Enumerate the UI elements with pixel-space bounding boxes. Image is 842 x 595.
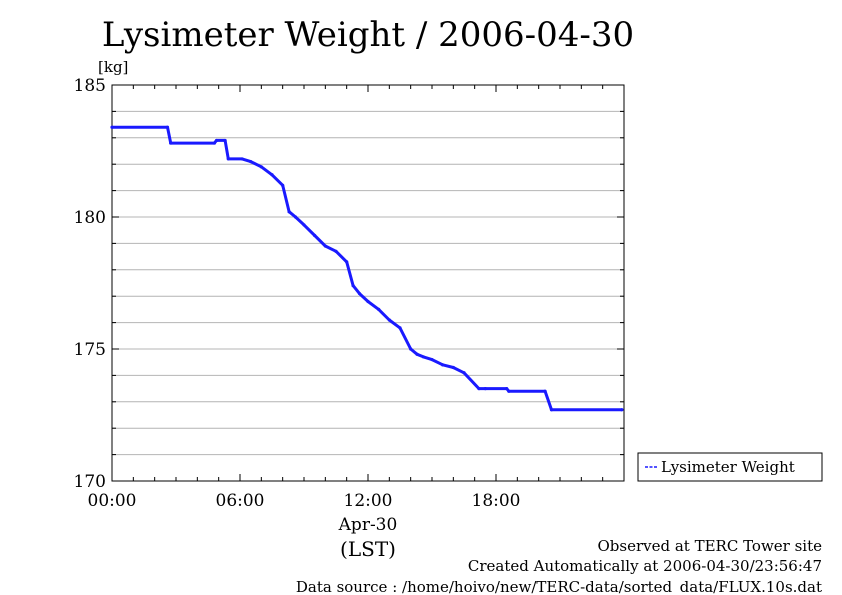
x-tick-label: 18:00 bbox=[472, 491, 521, 511]
data-point bbox=[169, 141, 173, 145]
y-tick-label: 180 bbox=[74, 208, 106, 228]
series-group bbox=[110, 125, 624, 412]
footer-created: Created Automatically at 2006-04-30/23:5… bbox=[468, 557, 822, 575]
data-point bbox=[223, 138, 227, 143]
legend: Lysimeter Weight bbox=[637, 452, 823, 482]
data-point bbox=[620, 408, 624, 412]
data-point bbox=[483, 387, 487, 391]
data-point bbox=[505, 387, 509, 391]
x-axis: 00:00 06:00 12:00 18:00 bbox=[88, 85, 625, 511]
data-point bbox=[313, 233, 317, 238]
y-axis-unit: [kg] bbox=[98, 58, 128, 76]
x-tick-label: 06:00 bbox=[216, 491, 265, 511]
data-point bbox=[212, 141, 216, 145]
y-tick-label: 185 bbox=[74, 76, 106, 96]
data-point bbox=[110, 125, 114, 129]
data-point bbox=[323, 244, 327, 248]
data-point bbox=[165, 125, 170, 129]
chart-title: Lysimeter Weight / 2006-04-30 bbox=[102, 15, 634, 55]
y-tick-label: 170 bbox=[74, 472, 106, 492]
data-point bbox=[345, 260, 349, 264]
footer-source: Data source : /home/hoivo/new/TERC-data/… bbox=[296, 578, 822, 595]
data-point bbox=[287, 210, 291, 214]
data-point bbox=[334, 249, 338, 253]
grid bbox=[112, 110, 624, 456]
data-point bbox=[293, 215, 298, 219]
x-date-label: Apr-30 bbox=[338, 515, 398, 535]
data-point bbox=[430, 357, 434, 362]
data-point bbox=[366, 299, 370, 304]
data-point bbox=[441, 363, 445, 367]
data-point bbox=[415, 352, 419, 356]
x-tick-label: 12:00 bbox=[344, 491, 393, 511]
data-point bbox=[351, 284, 355, 288]
data-point bbox=[421, 355, 426, 359]
data-point bbox=[226, 157, 230, 161]
data-point bbox=[477, 387, 481, 391]
data-point bbox=[387, 318, 391, 322]
data-point bbox=[377, 307, 381, 311]
legend-label: Lysimeter Weight bbox=[661, 458, 795, 476]
data-point bbox=[398, 326, 402, 330]
data-point bbox=[281, 183, 285, 187]
data-point bbox=[270, 173, 274, 177]
data-point bbox=[302, 223, 306, 227]
data-point bbox=[357, 291, 362, 296]
data-point bbox=[409, 347, 413, 351]
data-point bbox=[451, 365, 455, 370]
data-point bbox=[240, 157, 244, 161]
x-tick-label: 00:00 bbox=[88, 491, 137, 511]
y-tick-label: 175 bbox=[74, 340, 106, 360]
series-line bbox=[112, 125, 622, 412]
data-point bbox=[259, 165, 263, 169]
data-point bbox=[249, 159, 253, 164]
data-point bbox=[549, 408, 554, 412]
data-point bbox=[543, 389, 547, 393]
y-axis: 170 175 180 185 bbox=[74, 76, 624, 492]
data-point bbox=[462, 371, 466, 375]
data-point bbox=[507, 389, 511, 393]
footer-observed: Observed at TERC Tower site bbox=[597, 537, 822, 555]
x-zone-label: (LST) bbox=[340, 537, 396, 561]
data-point bbox=[214, 138, 219, 143]
legend-box bbox=[637, 452, 823, 482]
